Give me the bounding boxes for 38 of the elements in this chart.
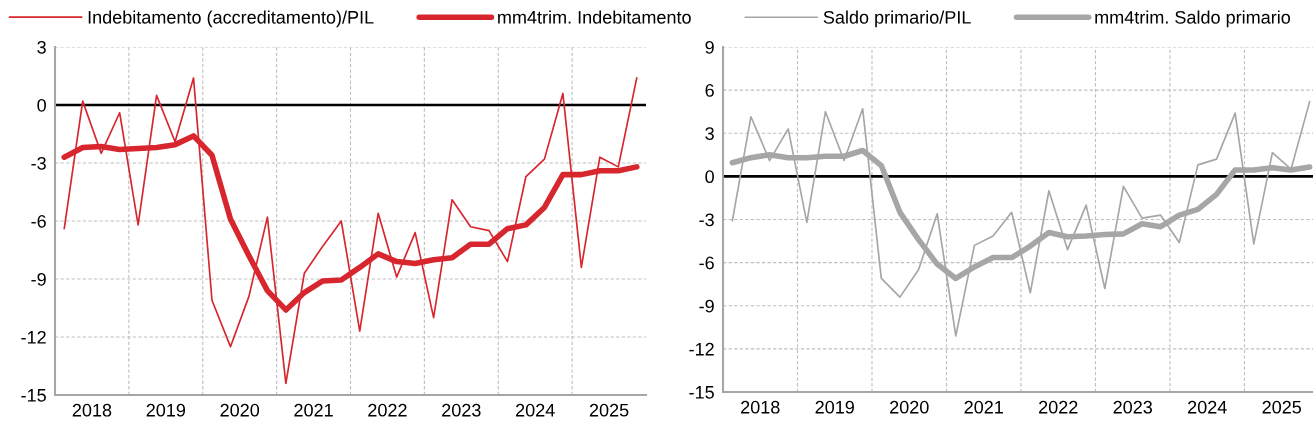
y-tick-label: 9 [705,40,714,54]
x-tick-label: 2024 [516,403,555,417]
x-tick-label: 2021 [294,403,333,417]
legend-label: Indebitamento (accreditamento)/PIL [88,10,374,28]
x-tick-label: 2021 [964,400,1003,414]
y-tick-label: 0 [705,170,714,184]
y-tick-label: 6 [705,84,714,97]
x-tick-label: 2018 [72,403,112,417]
x-tick-label: 2020 [890,400,929,414]
y-tick-label: -3 [699,213,714,227]
x-tick-label: 2025 [589,403,629,417]
y-tick-label: -6 [699,256,714,270]
x-tick-label: 2019 [815,400,854,414]
y-tick-label: 3 [37,40,46,54]
x-tick-label: 2024 [1188,400,1227,414]
x-tick-label: 2023 [442,403,481,417]
y-tick-label: -15 [689,386,714,399]
x-tick-label: 2022 [368,403,407,417]
x-tick-label: 2025 [1262,400,1302,414]
x-tick-label: 2018 [741,400,780,414]
line-series [731,100,1311,337]
y-tick-label: -12 [21,330,46,344]
y-tick-label: -15 [21,389,46,402]
legend-label: mm4trim. Saldo primario [1095,10,1291,28]
y-tick-label: -9 [31,272,46,286]
legend-label: Saldo primario/PIL [823,10,971,28]
line-series [63,77,638,385]
y-tick-label: -12 [689,342,714,356]
y-tick-label: 3 [705,127,714,140]
x-tick-label: 2020 [220,403,260,417]
y-tick-label: -6 [31,214,46,228]
x-tick-label: 2023 [1113,400,1153,414]
x-tick-label: 2019 [146,403,186,417]
y-tick-label: -9 [699,299,714,313]
legend-label: mm4trim. Indebitamento [498,10,691,24]
x-tick-label: 2022 [1039,400,1078,414]
y-tick-label: -3 [31,156,46,170]
y-tick-label: 0 [37,98,46,112]
